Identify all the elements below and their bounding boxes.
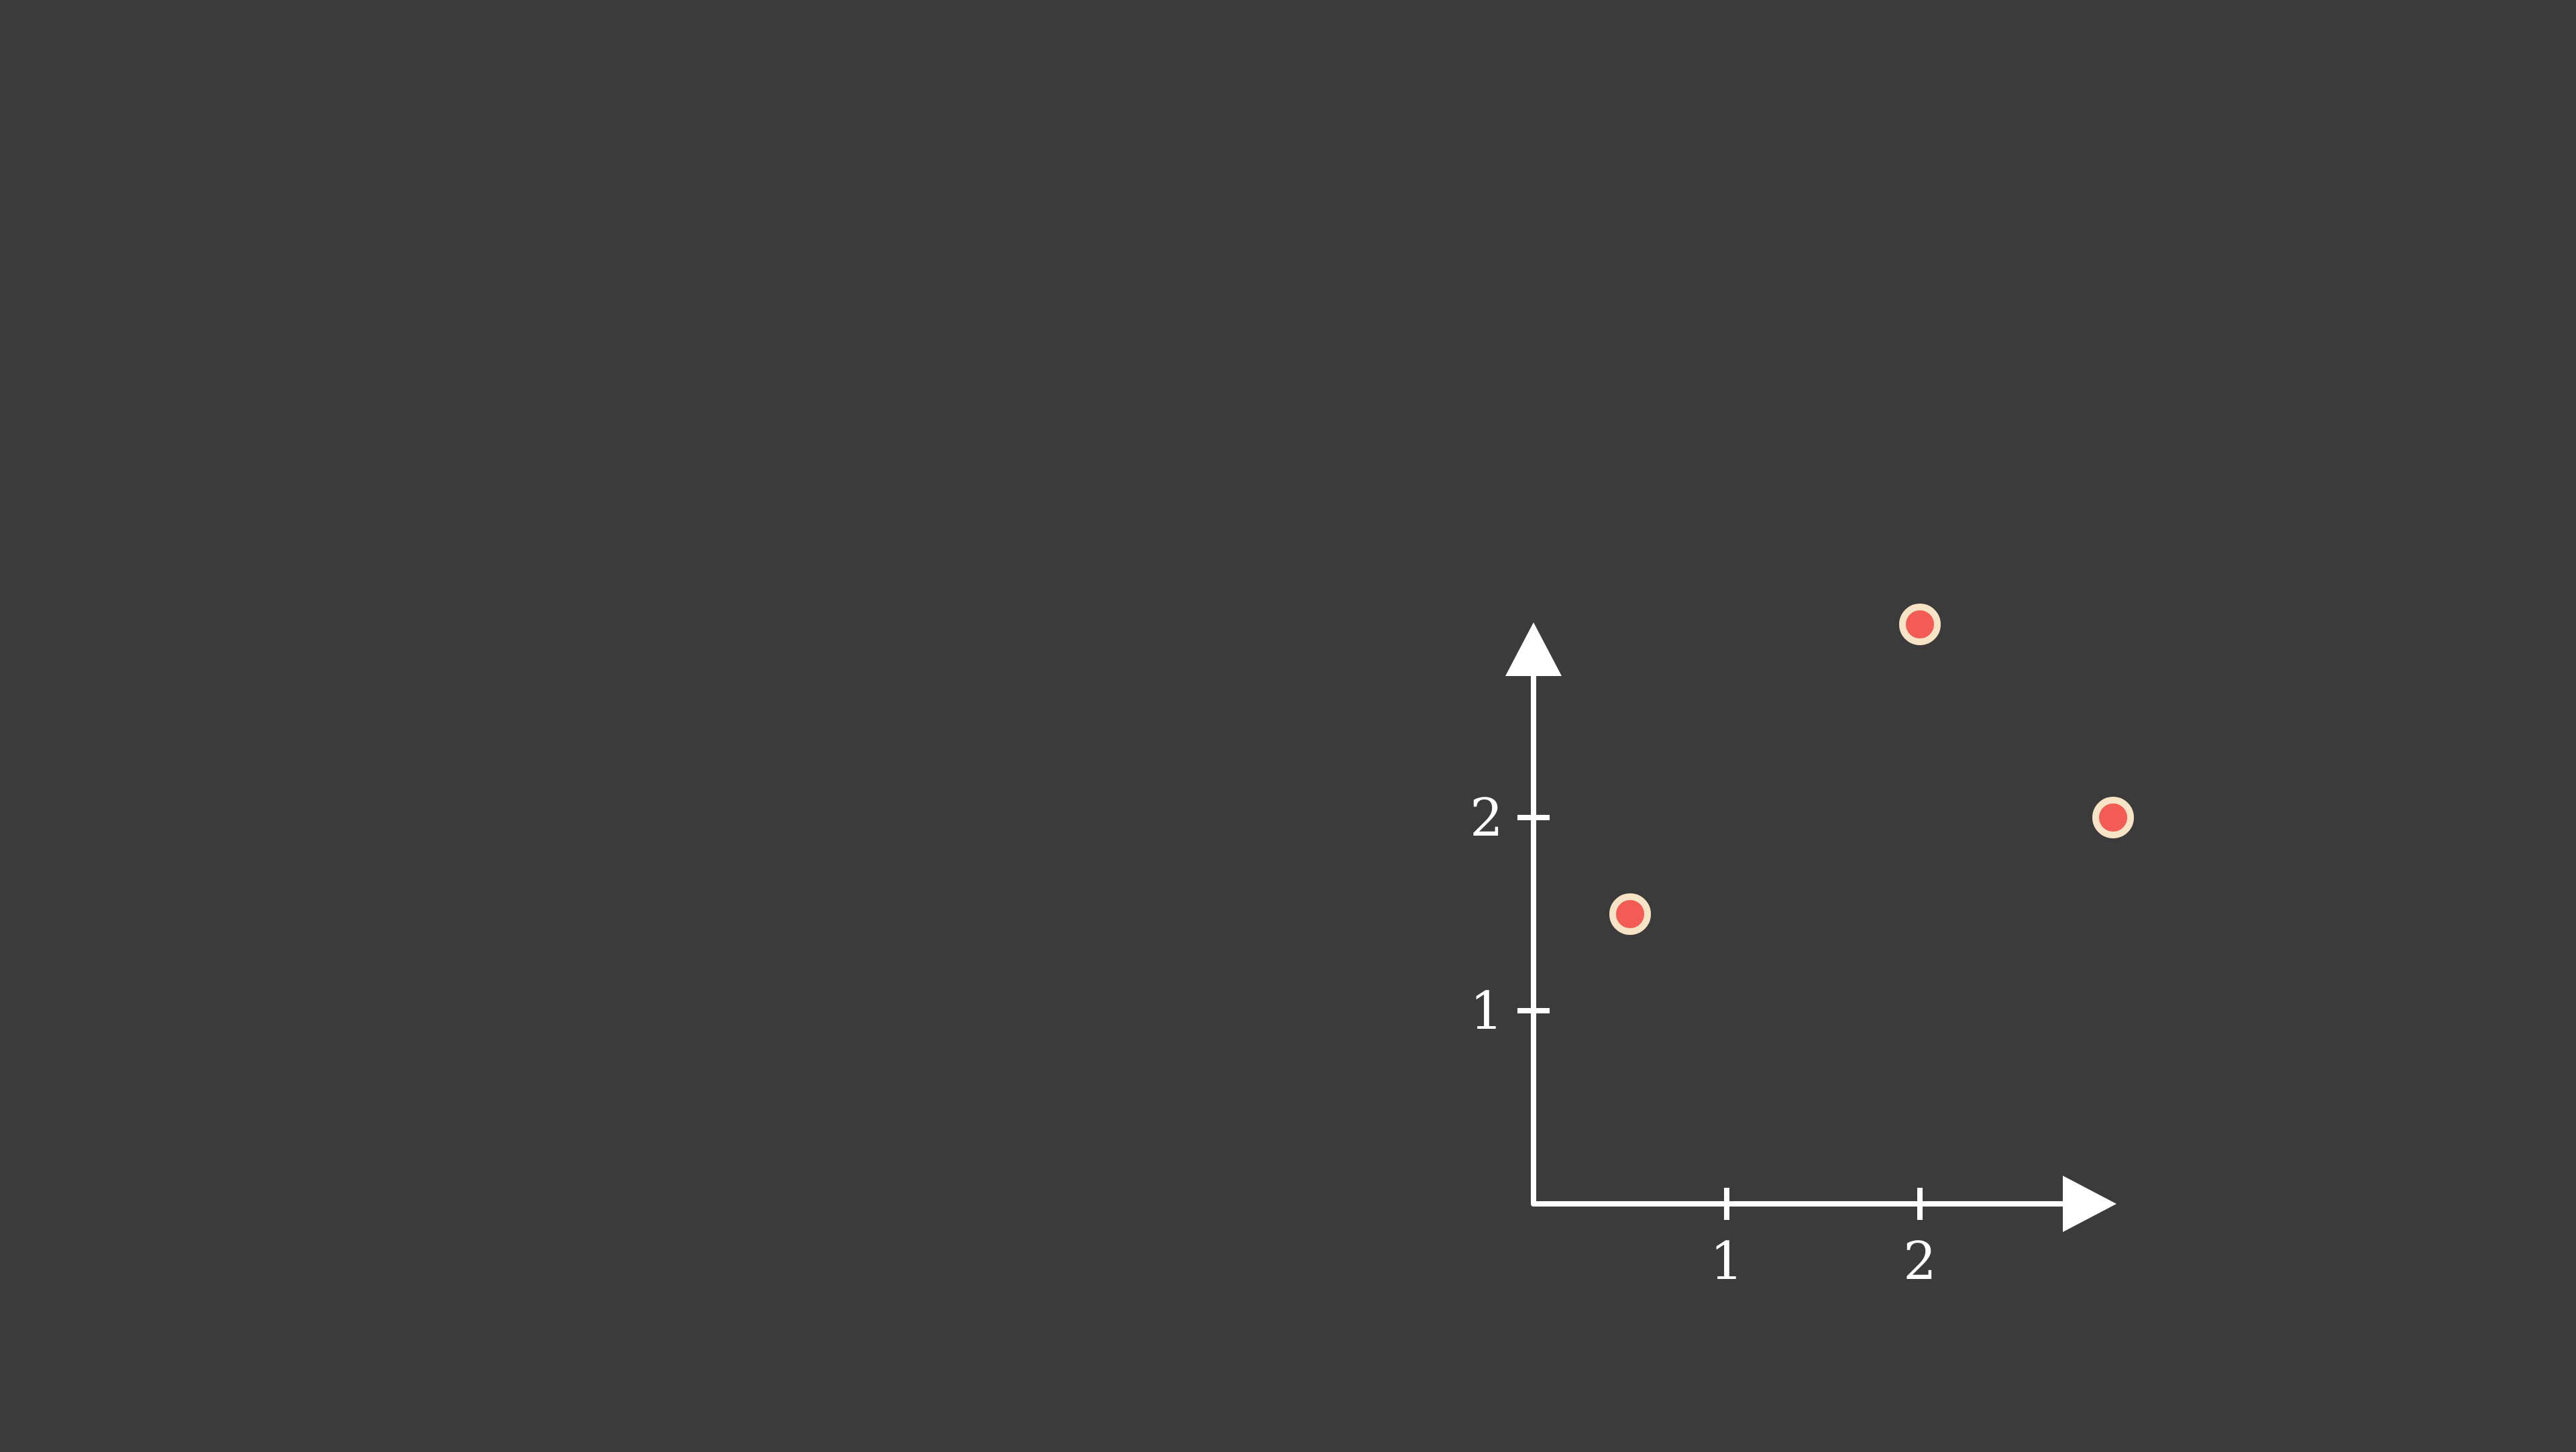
ticks: [1517, 815, 1923, 1220]
x-tick-label: 2: [1903, 1231, 1937, 1292]
y-tick-label: 2: [1470, 788, 1503, 848]
data-point: [2092, 797, 2134, 838]
data-points: [1609, 604, 2134, 935]
x-tick-label: 1: [1710, 1231, 1743, 1292]
tick-labels: 1 2 1 2: [1470, 788, 1937, 1292]
y-tick-label: 1: [1470, 981, 1503, 1042]
axes: [1505, 622, 2116, 1232]
data-point: [1609, 893, 1651, 935]
y-axis-arrowhead: [1505, 622, 1562, 676]
x-axis-arrowhead: [2063, 1176, 2116, 1232]
data-point: [1899, 604, 1941, 645]
